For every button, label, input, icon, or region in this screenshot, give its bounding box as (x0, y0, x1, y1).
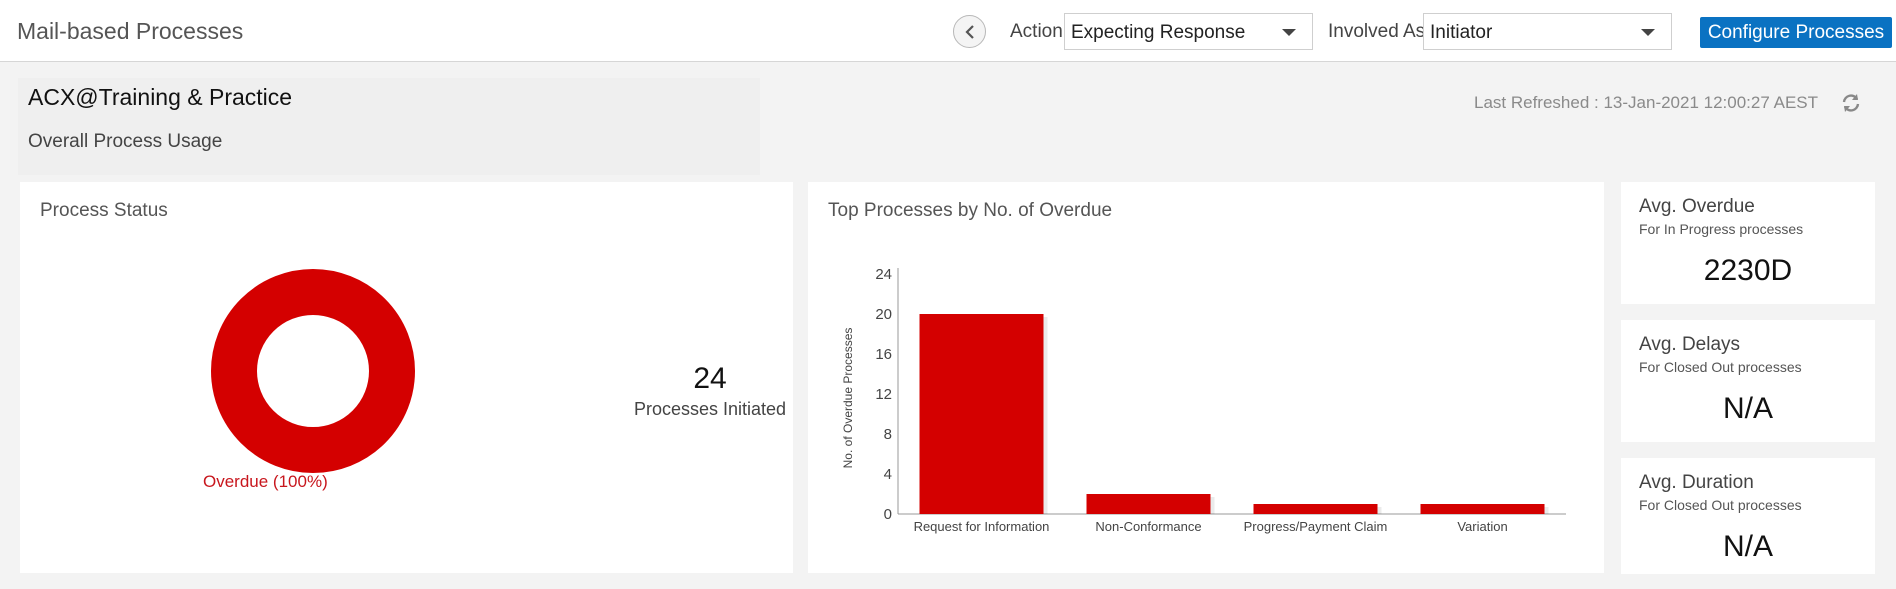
bar[interactable] (1253, 504, 1378, 514)
bar[interactable] (1086, 494, 1211, 514)
metric-card-avg-delays: Avg. Delays For Closed Out processes N/A (1621, 320, 1875, 442)
y-tick-label: 4 (884, 466, 892, 483)
caret-down-icon (1282, 29, 1296, 36)
y-tick-label: 24 (875, 266, 892, 283)
back-button[interactable] (953, 15, 986, 48)
donut-slice-label: Overdue (100%) (203, 472, 328, 491)
metric-subtitle: For Closed Out processes (1639, 497, 1802, 513)
overdue-bar-chart: 0 4 8 12 16 20 24 No. of Overdue Processes Reque… (841, 266, 1566, 534)
action-select[interactable]: Expecting Response (1064, 13, 1313, 50)
top-bar: Mail-based Processes Action Expecting Re… (0, 0, 1896, 62)
app-title: Mail-based Processes (17, 18, 244, 44)
card-title: Top Processes by No. of Overdue (828, 200, 1113, 221)
involved-as-select[interactable]: Initiator (1423, 13, 1672, 50)
metric-title: Avg. Overdue (1639, 196, 1755, 217)
metric-card-avg-overdue: Avg. Overdue For In Progress processes 2… (1621, 182, 1875, 304)
x-tick-label: Progress/Payment Claim (1244, 519, 1388, 534)
metric-value: N/A (1722, 530, 1773, 563)
metric-card-avg-duration: Avg. Duration For Closed Out processes N… (1621, 458, 1875, 574)
overdue-chart-card: Top Processes by No. of Overdue 0 4 8 12 16 2… (808, 182, 1604, 573)
y-tick-label: 16 (875, 346, 892, 363)
refresh-icon[interactable] (1840, 92, 1862, 114)
process-status-card: Process Status Overdue (100%) 24 Process… (20, 182, 793, 573)
metric-subtitle: For In Progress processes (1639, 221, 1804, 237)
project-header: ACX@Training & Practice Overall Process … (18, 78, 760, 175)
involved-as-label: Involved As (1328, 21, 1426, 42)
metric-value: N/A (1722, 392, 1773, 425)
involved-as-select-value: Initiator (1430, 22, 1493, 43)
y-tick-label: 12 (875, 386, 892, 403)
donut-slice-overdue[interactable] (211, 269, 415, 473)
metric-value: 2230D (1703, 254, 1793, 287)
y-tick-label: 8 (884, 426, 892, 443)
bar[interactable] (1420, 504, 1545, 514)
processes-initiated-count: 24 (693, 362, 727, 395)
metric-title: Avg. Duration (1639, 472, 1754, 493)
last-refreshed-text: Last Refreshed : 13-Jan-2021 12:00:27 AE… (1474, 93, 1819, 112)
action-select-value: Expecting Response (1071, 22, 1246, 43)
chevron-left-icon (965, 25, 974, 39)
y-tick-label: 20 (875, 306, 892, 323)
project-name: ACX@Training & Practice (28, 84, 293, 110)
section-subtitle: Overall Process Usage (28, 131, 223, 152)
x-tick-label: Request for Information (914, 519, 1050, 534)
caret-down-icon (1641, 29, 1655, 36)
bar[interactable] (919, 314, 1044, 514)
processes-initiated-label: Processes Initiated (633, 399, 787, 419)
x-tick-label: Non-Conformance (1095, 519, 1201, 534)
metric-title: Avg. Delays (1639, 334, 1741, 355)
card-title: Process Status (40, 200, 168, 221)
y-tick-label: 0 (884, 506, 892, 523)
action-label: Action (1010, 21, 1063, 42)
configure-processes-button[interactable]: Configure Processes (1700, 17, 1892, 48)
x-tick-label: Variation (1457, 519, 1507, 534)
y-axis-label: No. of Overdue Processes (841, 328, 855, 469)
metric-subtitle: For Closed Out processes (1639, 359, 1802, 375)
process-status-donut (211, 269, 415, 473)
